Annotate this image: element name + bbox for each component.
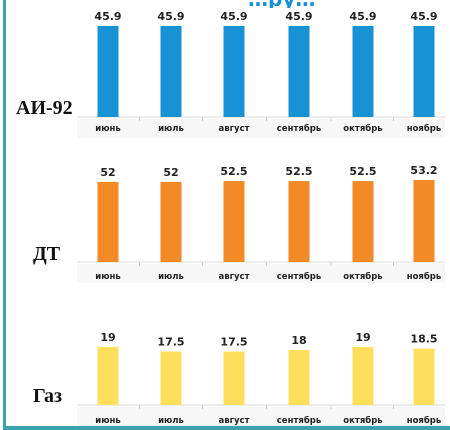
month-label: ноябрь (407, 415, 442, 426)
bar-июль (160, 181, 182, 262)
bar-октябрь (352, 181, 374, 262)
bar-июль (160, 26, 182, 117)
clipped-header-text: …ру… (248, 0, 315, 8)
clipped-header: …ру… (0, 0, 450, 8)
axis-band (77, 119, 445, 138)
value-label: 45.9 (220, 10, 247, 23)
bar-сентябрь (288, 350, 310, 405)
value-label: 53.2 (410, 164, 437, 177)
bar-ноябрь (413, 180, 435, 262)
month-label: сентябрь (277, 123, 321, 134)
bar-ноябрь (413, 26, 435, 117)
bar-октябрь (352, 26, 374, 117)
bar-октябрь (352, 347, 374, 405)
value-label: 18 (291, 334, 306, 347)
month-label: октябрь (343, 415, 382, 426)
month-label: июль (158, 416, 184, 426)
value-label: 52.5 (220, 165, 247, 178)
bar-август (223, 26, 245, 117)
value-label: 52 (100, 166, 115, 179)
value-label: 45.9 (410, 10, 437, 23)
bar-июнь (97, 26, 119, 117)
bar-август (223, 181, 245, 262)
value-label: 45.9 (349, 10, 376, 23)
month-label: август (218, 272, 249, 282)
value-label: 17.5 (157, 336, 184, 349)
axis-band (77, 407, 445, 426)
value-label: 45.9 (285, 10, 312, 23)
month-label: июль (158, 124, 184, 134)
value-label: 52 (163, 166, 178, 179)
value-label: 45.9 (94, 10, 121, 23)
month-label: август (218, 124, 249, 134)
value-label: 45.9 (157, 10, 184, 23)
value-label: 52.5 (285, 165, 312, 178)
month-label: сентябрь (277, 415, 321, 426)
axis-band (77, 264, 445, 283)
value-label: 17.5 (220, 336, 247, 349)
value-label: 18.5 (410, 333, 437, 346)
month-label: июнь (95, 272, 120, 282)
bar-июль (160, 351, 182, 405)
month-label: сентябрь (277, 271, 321, 282)
month-label: июнь (95, 416, 120, 426)
month-label: октябрь (343, 123, 382, 134)
bottom-border (3, 426, 450, 430)
month-label: ноябрь (407, 123, 442, 134)
value-label: 19 (355, 331, 370, 344)
bar-июнь (97, 347, 119, 405)
bar-август (223, 351, 245, 405)
value-label: 52.5 (349, 165, 376, 178)
month-label: август (218, 416, 249, 426)
label-gas: Газ (33, 385, 63, 407)
value-label: 19 (100, 331, 115, 344)
month-label: июнь (95, 124, 120, 134)
bar-сентябрь (288, 181, 310, 262)
label-dt: ДТ (33, 243, 61, 265)
month-label: октябрь (343, 271, 382, 282)
bar-июнь (97, 181, 119, 262)
month-label: июль (158, 272, 184, 282)
left-border (3, 0, 6, 430)
bar-ноябрь (413, 348, 435, 405)
label-ai92: АИ-92 (16, 97, 73, 119)
month-label: ноябрь (407, 271, 442, 282)
bar-сентябрь (288, 26, 310, 117)
